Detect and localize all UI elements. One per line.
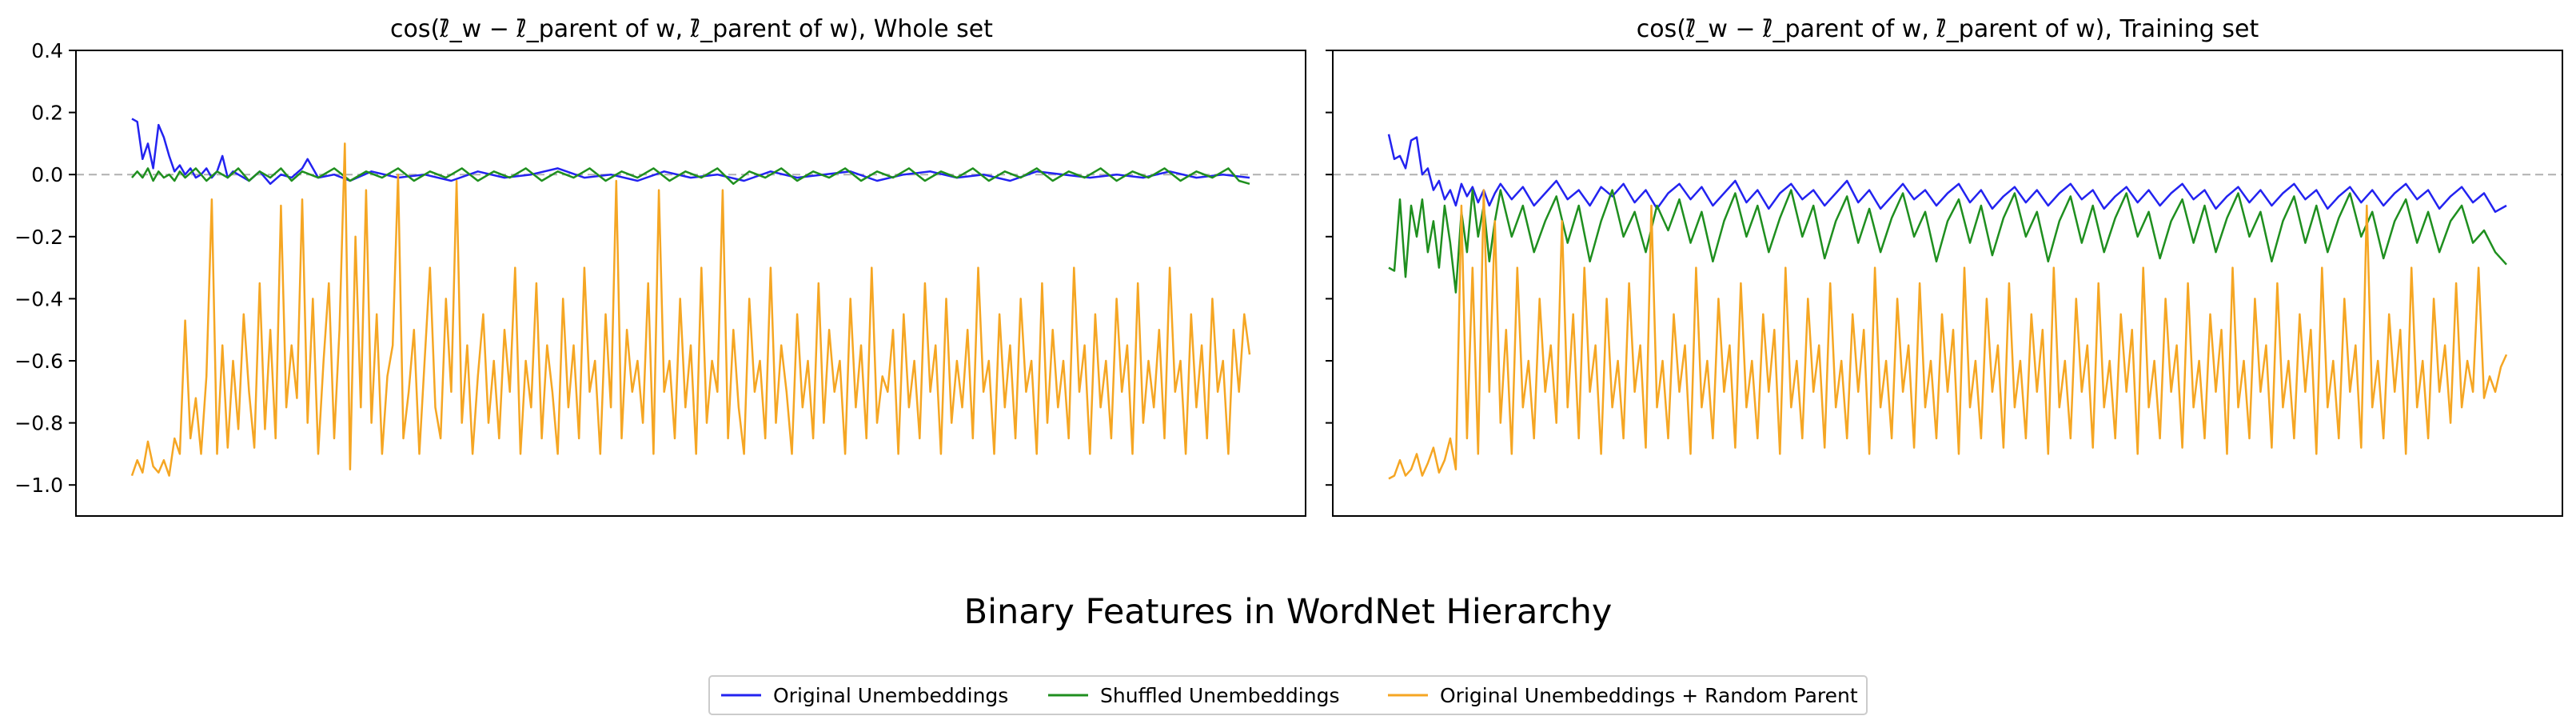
- legend-frame: [708, 675, 1868, 715]
- series-line-original-unembeddings: [1387, 134, 2507, 214]
- y-tick-label: −0.4: [14, 287, 63, 310]
- plot-area-training-set: [1326, 50, 2563, 517]
- legend: Original Unembeddings Shuffled Unembeddi…: [708, 675, 1868, 715]
- y-tick-label: −0.2: [14, 226, 63, 249]
- legend-label-shuffled: Shuffled Unembeddings: [1100, 684, 1339, 707]
- y-tick-label: 0.0: [31, 163, 63, 186]
- legend-entry-original: Original Unembeddings: [721, 684, 1008, 707]
- series-line-original-unembeddings-random-parent: [130, 142, 1251, 477]
- legend-entry-random-parent: Original Unembeddings + Random Parent: [1388, 684, 1858, 707]
- y-tick-label: 0.2: [31, 102, 63, 125]
- training-set-panel: cos(ℓ̄_w − ℓ̄_parent of w, ℓ̄_parent of …: [1326, 15, 2563, 517]
- legend-entry-shuffled: Shuffled Unembeddings: [1048, 684, 1339, 707]
- whole-set-panel: cos(ℓ̄_w − ℓ̄_parent of w, ℓ̄_parent of …: [14, 15, 1306, 517]
- y-tick-label: −0.6: [14, 350, 63, 373]
- axes-frame: [75, 50, 1306, 517]
- series-line-shuffled-unembeddings: [1388, 189, 2507, 294]
- y-tick-label: −0.8: [14, 412, 63, 435]
- legend-label-original: Original Unembeddings: [773, 684, 1008, 707]
- figure-title: Binary Features in WordNet Hierarchy: [964, 592, 1613, 632]
- series-line-shuffled-unembeddings: [131, 167, 1250, 186]
- y-tick-label: 0.4: [31, 39, 63, 62]
- series-line-original-unembeddings-random-parent: [1388, 189, 2508, 480]
- legend-label-random-parent: Original Unembeddings + Random Parent: [1440, 684, 1858, 707]
- y-tick-label: −1.0: [14, 474, 63, 497]
- plot-area-whole-set: 0.4 0.2 0.0 −0.2 −0.4 −0.6 −0.8 −1.0: [14, 39, 1306, 517]
- panel-title-training-set: cos(ℓ̄_w − ℓ̄_parent of w, ℓ̄_parent of …: [1637, 15, 2259, 43]
- panel-title-whole-set: cos(ℓ̄_w − ℓ̄_parent of w, ℓ̄_parent of …: [390, 15, 993, 43]
- axes-frame: [1332, 50, 2563, 517]
